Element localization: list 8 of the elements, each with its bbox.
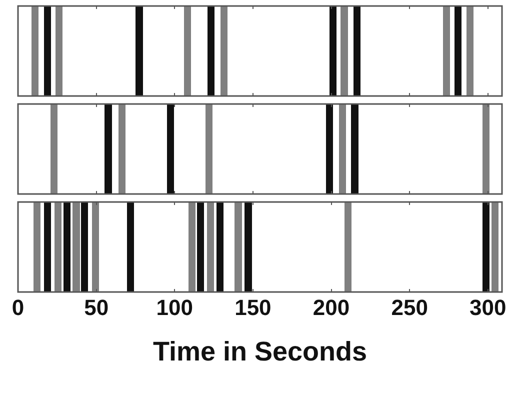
x-tick-label: 250: [391, 295, 428, 320]
x-tick-label: 0: [12, 295, 24, 320]
x-tick-label: 300: [470, 295, 506, 320]
x-axis-title: Time in Seconds: [152, 336, 368, 366]
x-tick-label: 100: [156, 295, 193, 320]
x-tick-label: 150: [234, 295, 272, 320]
x-tick-label: 50: [84, 295, 109, 320]
x-tick-label: 200: [312, 295, 350, 320]
